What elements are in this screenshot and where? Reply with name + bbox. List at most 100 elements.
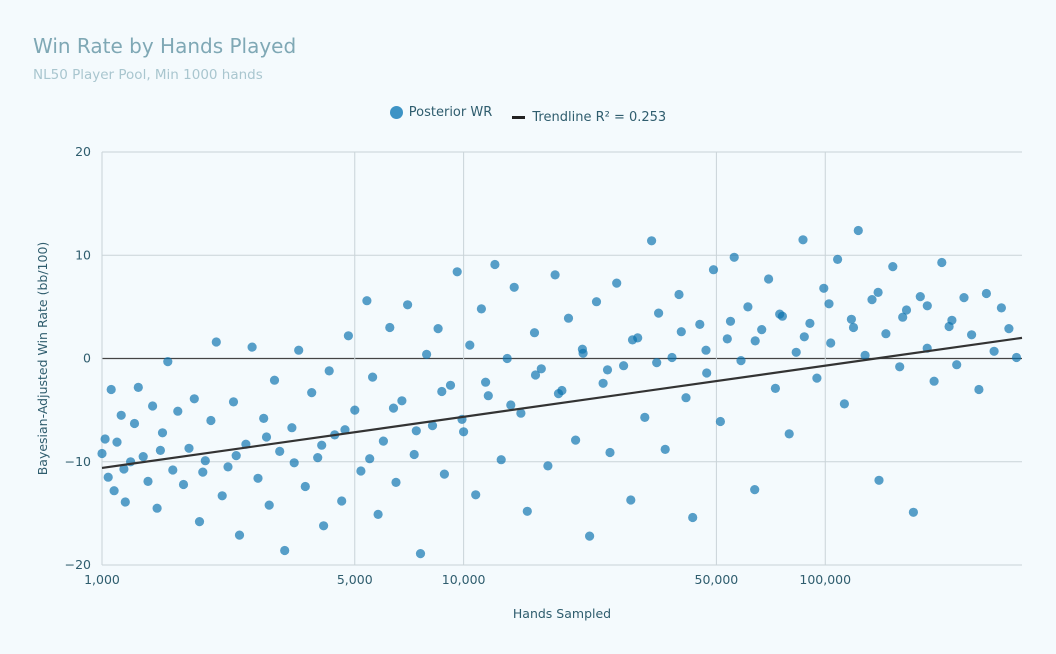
scatter-point (259, 413, 269, 423)
scatter-point (516, 408, 526, 418)
scatter-point (860, 350, 870, 360)
scatter-point (901, 305, 912, 315)
scatter-point (775, 309, 785, 319)
x-tick-label: 1,000 (84, 572, 120, 587)
scatter-point (340, 425, 350, 435)
legend-item-trendline[interactable]: Trendline R² = 0.253 (512, 110, 666, 125)
scatter-point (729, 252, 739, 262)
chart-subtitle: NL50 Player Pool, Min 1000 hands (33, 67, 263, 83)
scatter-point (708, 265, 719, 275)
scatter-point (702, 368, 712, 378)
scatter-point (403, 300, 413, 310)
scatter-point (750, 336, 760, 346)
scatter-point (433, 324, 443, 334)
tick-labels: −20 −10 0 10 20 1,000 5,000 10,000 50,000 100,000 (65, 144, 852, 587)
scatter-point (228, 397, 239, 407)
scatter-point (509, 282, 519, 292)
scatter-point (300, 481, 310, 492)
scatter-point (289, 458, 299, 468)
scatter-point (385, 322, 395, 333)
scatter-point (133, 382, 143, 392)
scatter-point (915, 292, 925, 302)
scatter-point (626, 495, 636, 505)
scatter-point (647, 236, 657, 246)
scatter-point (553, 389, 564, 399)
scatter-point (452, 267, 462, 277)
scatter-point (157, 428, 168, 438)
scatter-point (839, 399, 850, 409)
scatter-point (996, 303, 1007, 313)
scatter-point (247, 342, 257, 352)
scatter-point (591, 297, 602, 307)
scatter-point (750, 485, 760, 495)
scatter-point (602, 365, 613, 375)
scatter-point (459, 427, 469, 437)
scatter-point (103, 472, 113, 482)
scatter-point (343, 331, 353, 341)
scatter-point (874, 475, 884, 485)
scatter-point (895, 362, 905, 372)
scatter-point (194, 517, 205, 527)
x-tick-label: 5,000 (337, 572, 373, 587)
scatter-point (116, 410, 126, 420)
scatter-point (873, 287, 883, 297)
scatter-point (929, 376, 939, 386)
scatter-point (97, 448, 107, 459)
scatter-point (908, 507, 919, 517)
scatter-point (178, 479, 189, 490)
scatter-point (211, 337, 221, 347)
scatter-point (674, 289, 684, 300)
scatter-point (757, 325, 767, 335)
scatter-point (109, 486, 119, 496)
scatter-point (231, 451, 241, 461)
scatter-point (1004, 324, 1014, 334)
line-swatch-icon (512, 116, 526, 119)
scatter-point (681, 393, 691, 403)
y-tick-label: −20 (65, 557, 91, 572)
scatter-point (143, 476, 153, 486)
scatter-point (168, 465, 178, 475)
scatter-point (465, 340, 475, 350)
scatter-point (422, 349, 432, 359)
trendline-layer (101, 336, 1023, 470)
scatter-point (967, 330, 977, 340)
scatter-point (129, 418, 140, 429)
scatter-point (798, 235, 808, 245)
scatter-point (688, 512, 698, 523)
scatter-point (337, 496, 347, 506)
scatter-point (805, 318, 815, 328)
scatter-point (654, 308, 664, 318)
scatter-point (223, 462, 233, 472)
scatter-point (307, 388, 317, 398)
scatter-point (981, 288, 992, 299)
scatter-point (784, 429, 794, 439)
scatter-point (536, 364, 546, 374)
scatter-point (826, 338, 836, 348)
scatter-point (445, 380, 456, 390)
scatter-point (483, 391, 493, 401)
scatter-point (112, 437, 122, 447)
scatter-point (867, 295, 877, 305)
scatter-point (898, 312, 908, 322)
x-tick-label: 10,000 (442, 572, 486, 587)
y-tick-label: 0 (83, 351, 91, 366)
scatter-point (598, 378, 608, 388)
scatter-point (722, 334, 732, 344)
x-axis-title: Hands Sampled (513, 606, 611, 621)
scatter-point (138, 452, 148, 462)
trendline (101, 336, 1023, 470)
grid-lines (101, 151, 1022, 566)
scatter-point (173, 406, 183, 416)
scatter-point (812, 373, 822, 383)
scatter-point (356, 466, 366, 476)
legend-item-posterior[interactable]: Posterior WR (389, 105, 492, 120)
scatter-point (324, 366, 334, 376)
scatter-point (294, 345, 304, 355)
scatter-point (184, 443, 194, 453)
scatter-point (619, 361, 629, 371)
scatter-point (189, 394, 199, 404)
scatter-point (155, 445, 165, 455)
scatter-point (373, 509, 383, 519)
scatter-point (676, 327, 686, 337)
